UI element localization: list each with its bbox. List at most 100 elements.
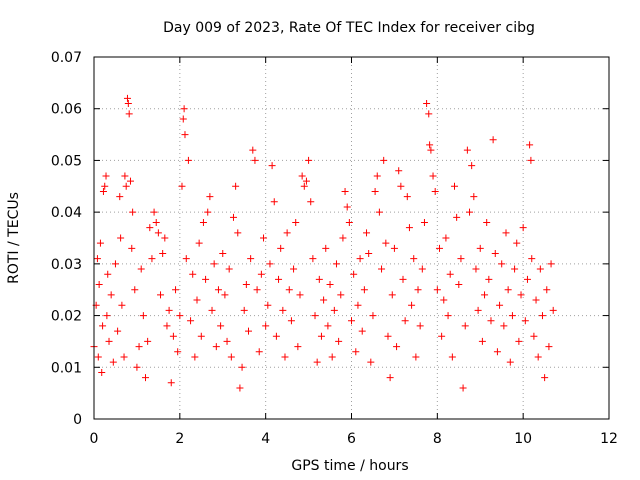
data-point <box>519 224 527 232</box>
data-point <box>511 265 519 273</box>
data-point <box>543 286 551 294</box>
data-point <box>426 141 434 149</box>
data-point <box>116 193 124 201</box>
data-point <box>98 368 106 376</box>
data-point <box>311 312 319 320</box>
data-point <box>360 286 368 294</box>
data-point <box>227 353 235 361</box>
x-tick-label: 8 <box>433 431 442 447</box>
data-point <box>354 301 362 309</box>
data-point <box>378 265 386 273</box>
data-point <box>122 182 130 190</box>
data-point <box>124 100 132 108</box>
data-point <box>496 301 504 309</box>
data-point <box>251 156 259 164</box>
data-point <box>221 291 229 299</box>
data-point <box>532 296 540 304</box>
data-point <box>234 229 242 237</box>
data-point <box>96 239 104 247</box>
data-point <box>549 306 557 314</box>
data-point <box>367 358 375 366</box>
chart-title: Day 009 of 2023, Rate Of TEC Index for r… <box>163 20 535 36</box>
y-tick-label: 0.05 <box>51 153 82 169</box>
data-point <box>225 265 233 273</box>
data-point <box>468 162 476 170</box>
data-point <box>268 162 276 170</box>
data-point <box>356 255 364 263</box>
data-point <box>453 213 461 221</box>
data-point <box>528 255 536 263</box>
data-point <box>397 182 405 190</box>
data-point <box>498 260 506 268</box>
data-point <box>285 286 293 294</box>
data-point <box>399 275 407 283</box>
data-point <box>481 291 489 299</box>
data-point <box>408 301 416 309</box>
data-point <box>538 312 546 320</box>
data-point <box>438 332 446 340</box>
data-point <box>515 337 523 345</box>
data-point <box>350 270 358 278</box>
data-point <box>363 229 371 237</box>
y-tick-label: 0.06 <box>51 102 82 118</box>
data-point <box>305 156 313 164</box>
data-point <box>118 301 126 309</box>
data-point <box>117 234 125 242</box>
data-point <box>135 343 143 351</box>
data-point <box>102 172 110 180</box>
data-point <box>384 332 392 340</box>
data-point <box>257 270 265 278</box>
data-point <box>157 291 165 299</box>
y-axis-label: ROTI / TECUs <box>6 192 22 284</box>
data-point <box>191 353 199 361</box>
data-point <box>526 141 534 149</box>
data-point <box>172 286 180 294</box>
data-point <box>249 146 257 154</box>
data-point <box>195 239 203 247</box>
data-point <box>161 234 169 242</box>
data-point <box>463 146 471 154</box>
data-point <box>317 332 325 340</box>
data-point <box>165 306 173 314</box>
x-tick-label: 0 <box>90 431 99 447</box>
data-point <box>126 177 134 185</box>
data-point <box>485 275 493 283</box>
data-point <box>416 322 424 330</box>
data-point <box>202 275 210 283</box>
data-point <box>382 239 390 247</box>
grid-layer <box>94 57 609 419</box>
x-tick-label: 10 <box>514 431 532 447</box>
x-tick-label: 12 <box>600 431 618 447</box>
data-point <box>236 384 244 392</box>
data-point <box>245 327 252 335</box>
data-point <box>403 193 411 201</box>
data-point <box>174 348 182 356</box>
data-point <box>187 317 195 325</box>
data-point <box>199 218 207 226</box>
data-point <box>139 312 147 320</box>
data-point <box>176 312 184 320</box>
data-point <box>412 353 420 361</box>
data-point <box>212 343 220 351</box>
data-point <box>337 291 345 299</box>
data-point <box>521 317 529 325</box>
data-point <box>253 286 261 294</box>
data-point <box>181 131 189 139</box>
data-point <box>332 260 340 268</box>
data-point <box>154 229 162 237</box>
data-point <box>232 182 240 190</box>
data-point <box>247 255 255 263</box>
y-tick-label: 0.04 <box>51 205 82 221</box>
data-point <box>206 193 214 201</box>
data-point <box>446 270 454 278</box>
data-point <box>341 187 349 195</box>
data-point <box>287 317 295 325</box>
data-point <box>324 322 332 330</box>
data-point <box>167 379 175 387</box>
data-point <box>309 255 317 263</box>
y-tick-label: 0.02 <box>51 309 82 325</box>
data-point <box>125 110 133 118</box>
x-tick-label: 4 <box>261 431 270 447</box>
data-point <box>343 203 351 211</box>
data-point <box>208 306 216 314</box>
